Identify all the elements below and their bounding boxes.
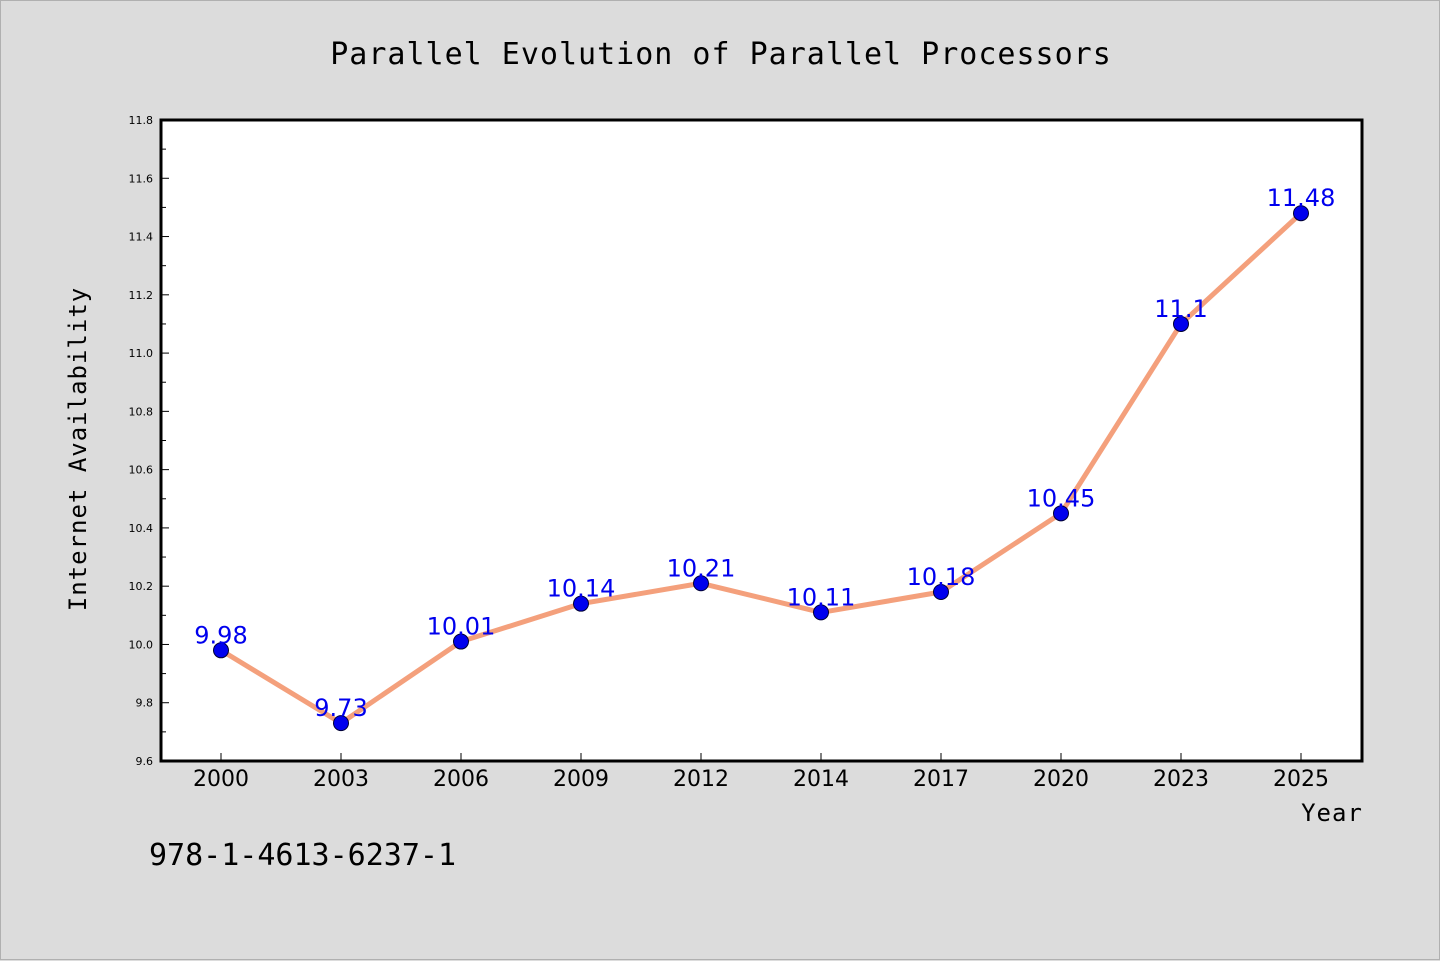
x-tick-label: 2003 <box>313 767 369 792</box>
data-label: 10.11 <box>787 583 856 611</box>
y-axis-ticks: 9.6 9.8 10.0 10.2 10.4 10.6 10.8 11.0 11.2 11.4 11… <box>129 114 169 768</box>
y-tick-label: 10.8 <box>129 405 154 418</box>
data-label: 11.1 <box>1154 295 1207 323</box>
data-label: 9.73 <box>314 694 367 722</box>
x-tick-label: 2014 <box>793 767 849 792</box>
data-label: 11.48 <box>1267 184 1336 212</box>
y-tick-label: 11.2 <box>129 289 154 302</box>
x-axis-label: Year <box>1301 799 1363 827</box>
data-point-marker <box>1173 315 1189 332</box>
data-point-marker <box>813 604 829 621</box>
data-point-marker <box>1293 205 1309 222</box>
y-tick-label: 9.6 <box>136 755 154 768</box>
y-tick-label: 11.8 <box>129 114 154 127</box>
data-label: 10.18 <box>907 563 976 591</box>
data-label: 10.21 <box>667 554 736 582</box>
series-line <box>218 210 1304 726</box>
data-label: 9.98 <box>194 621 247 649</box>
data-label: 10.45 <box>1027 484 1096 512</box>
x-tick-label: 2009 <box>553 767 609 792</box>
y-tick-label: 11.6 <box>129 172 154 185</box>
plot-area <box>161 120 1362 761</box>
data-point-marker <box>573 595 589 612</box>
plot-frame <box>159 118 1364 763</box>
chart-title: Parallel Evolution of Parallel Processor… <box>330 37 1112 72</box>
series-layer: 9.98 9.73 10.01 10.14 10.21 10.11 10.18 10.45 11… <box>194 184 1336 732</box>
y-axis-label: Internet Availability <box>64 287 92 611</box>
y-tick-label: 9.8 <box>136 697 154 710</box>
x-tick-label: 2023 <box>1153 767 1209 792</box>
y-tick-label: 10.4 <box>129 522 154 535</box>
y-tick-label: 10.0 <box>129 638 154 651</box>
y-tick-label: 10.6 <box>129 464 154 477</box>
y-tick-label: 11.4 <box>129 231 154 244</box>
data-label: 10.14 <box>547 575 616 603</box>
x-tick-label: 2006 <box>433 767 489 792</box>
y-tick-label: 10.2 <box>129 580 154 593</box>
data-point-marker <box>1053 505 1069 522</box>
y-tick-label: 11.0 <box>129 347 154 360</box>
data-point-marker <box>693 575 709 592</box>
x-axis-ticks: 2000 2003 2006 2009 2012 2014 2017 2020 2023 2025 <box>193 753 1329 792</box>
x-tick-label: 2017 <box>913 767 969 792</box>
data-point-marker <box>213 642 229 659</box>
data-point-marker <box>933 584 949 601</box>
data-label: 10.01 <box>427 613 496 641</box>
x-tick-label: 2020 <box>1033 767 1089 792</box>
x-tick-label: 2012 <box>673 767 729 792</box>
x-tick-label: 2000 <box>193 767 249 792</box>
data-point-marker <box>453 633 469 650</box>
data-point-marker <box>333 715 349 732</box>
isbn-footer: 978-1-4613-6237-1 <box>149 838 456 873</box>
x-tick-label: 2025 <box>1273 767 1329 792</box>
